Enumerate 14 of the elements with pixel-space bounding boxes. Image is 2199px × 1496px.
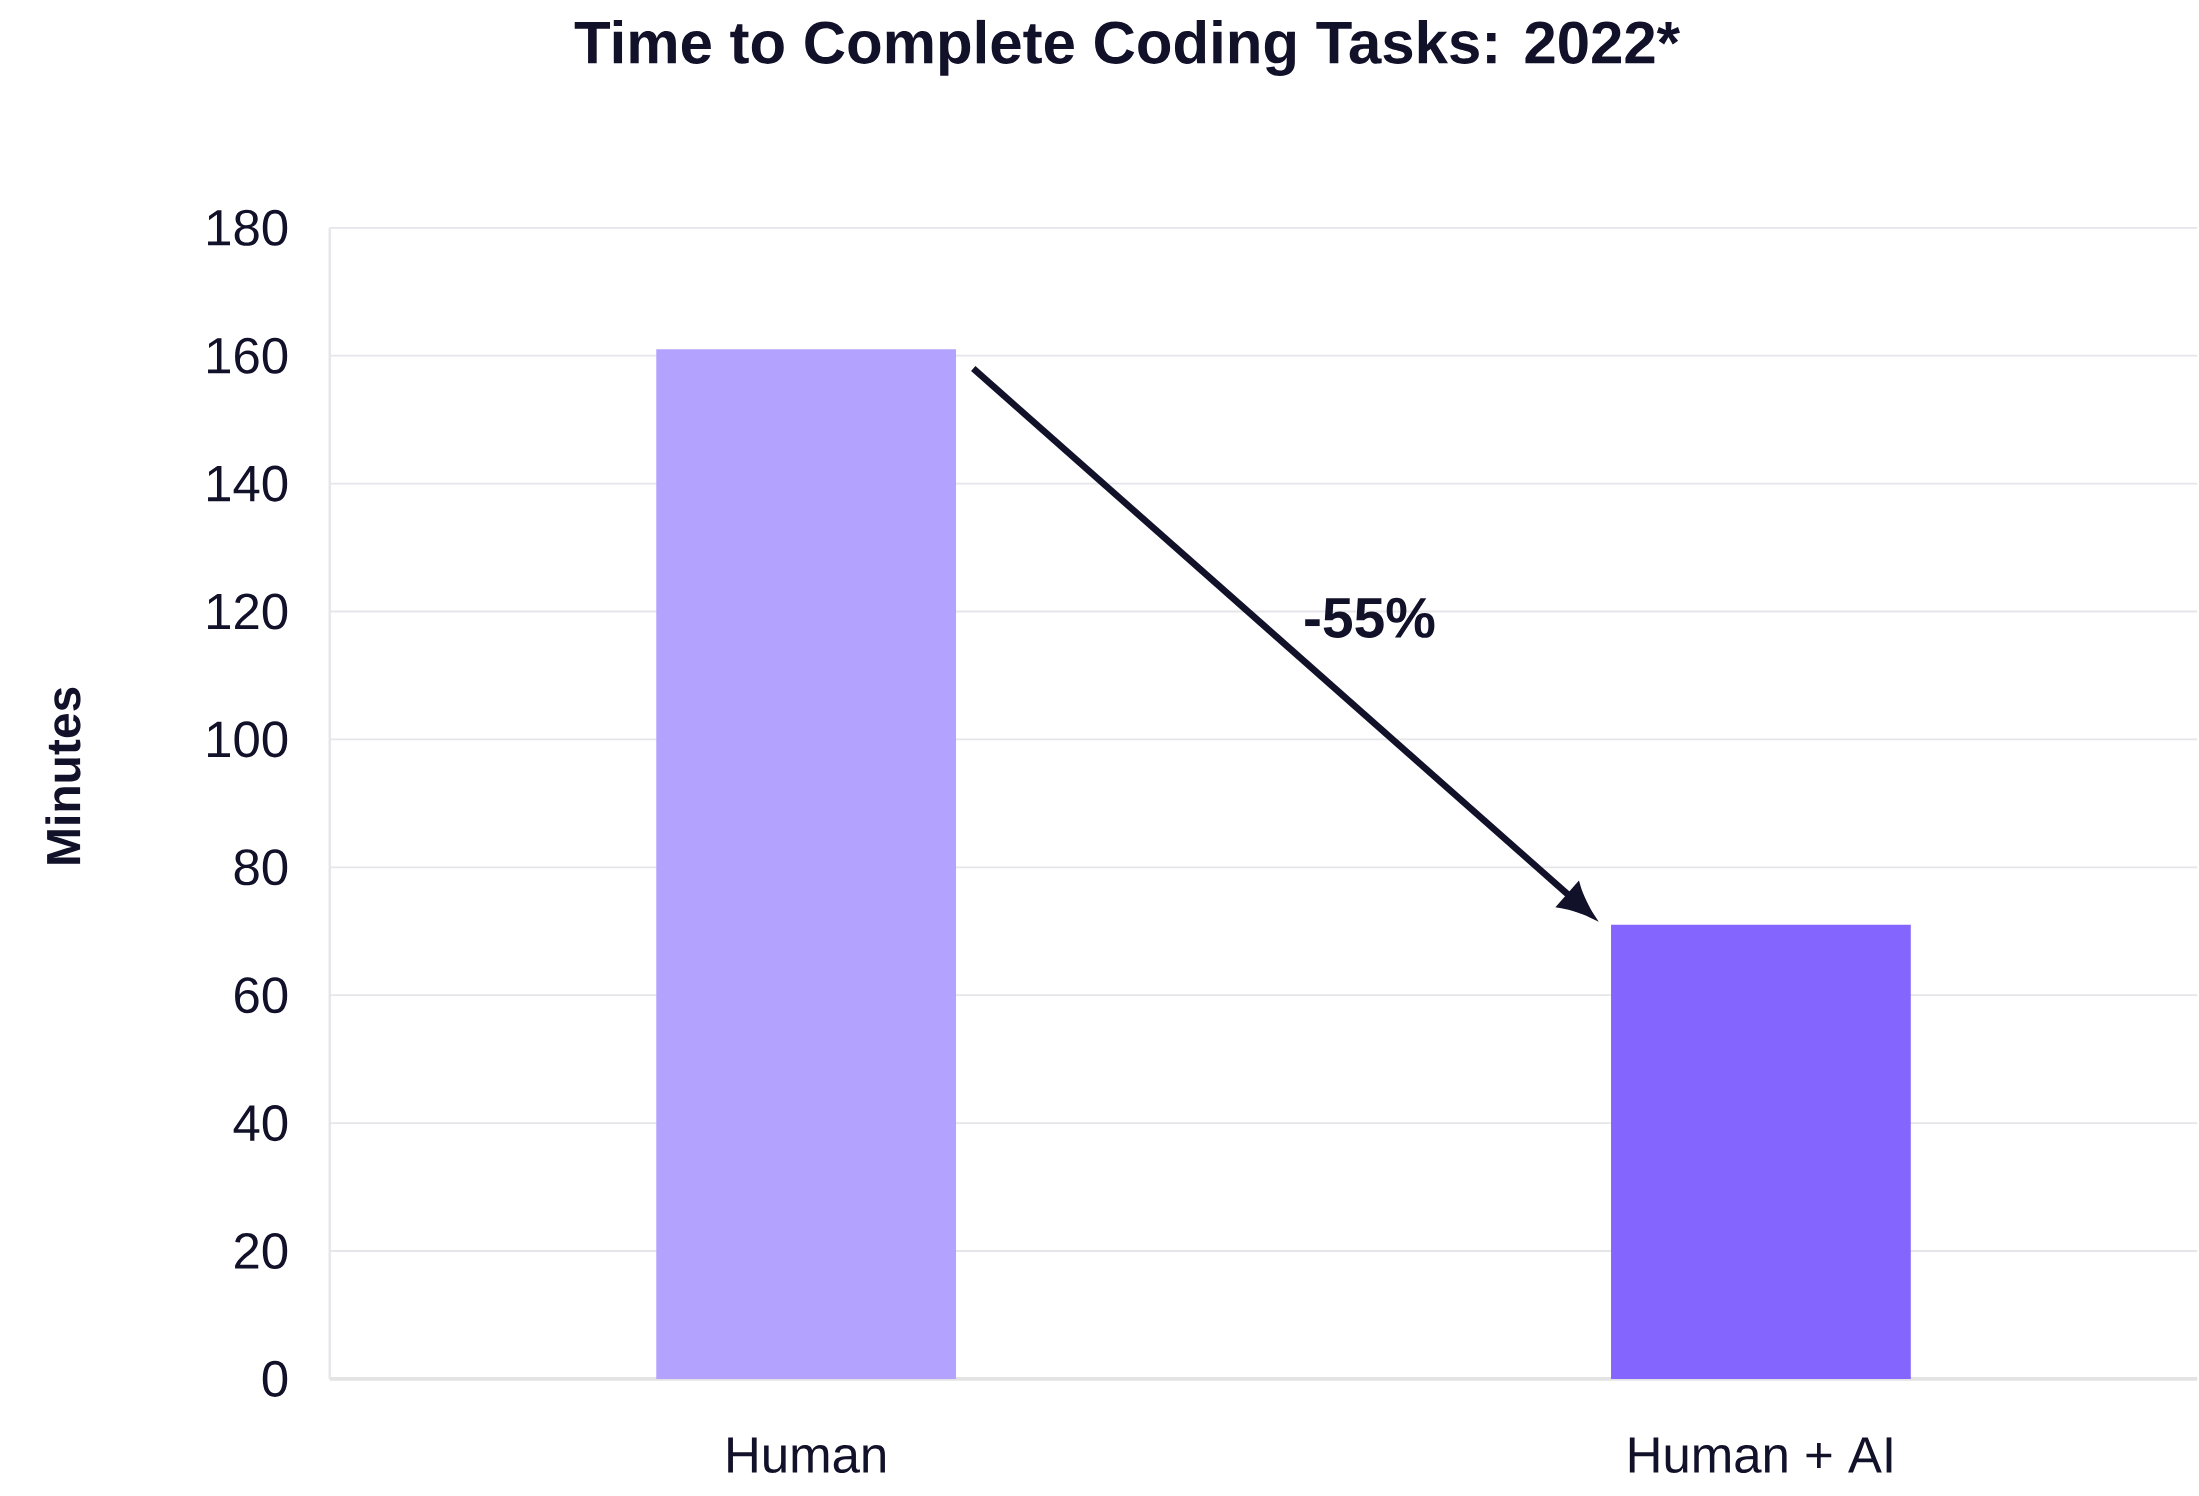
y-tick-label: 60 (235, 977, 288, 1014)
x-tick-label: Human (728, 1437, 885, 1474)
y-tick-label: 80 (234, 849, 288, 886)
y-tick-label: 20 (235, 1233, 288, 1270)
y-tick-label: 120 (208, 593, 288, 630)
chart-title: Time to Complete Coding Tasks: 2022* (574, 19, 1680, 77)
y-tick-label: 140 (208, 465, 288, 502)
y-tick-label: 180 (208, 209, 288, 246)
y-tick-label: 0 (262, 1360, 288, 1398)
y-axis-title: Minutes (45, 687, 81, 864)
y-tick-label: 100 (208, 721, 288, 758)
x-tick-label: Human + AI (1629, 1437, 1892, 1474)
y-tick-label: 40 (233, 1105, 288, 1142)
y-tick-label: 160 (208, 337, 288, 374)
